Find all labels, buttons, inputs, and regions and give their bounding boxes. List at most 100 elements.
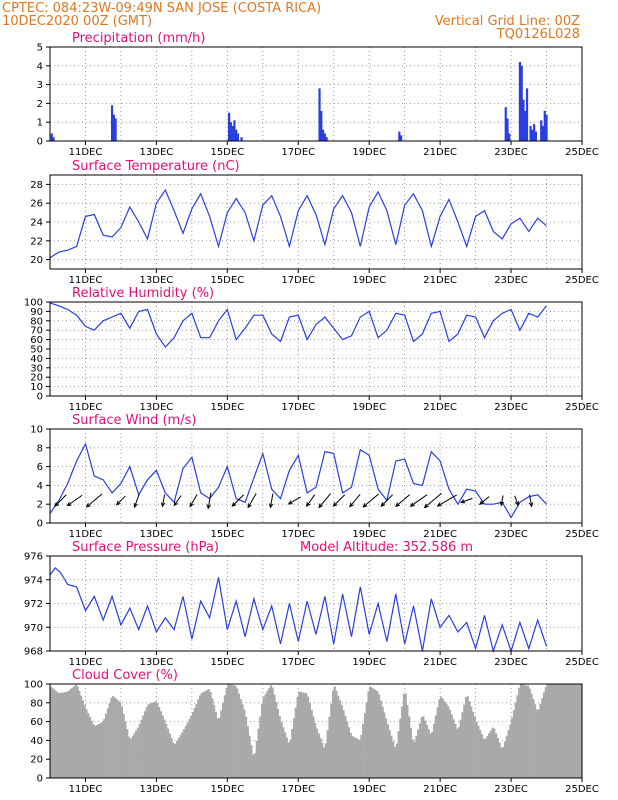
panel-precip: 0 1 2 3 4 5 11DEC 13DEC 15DEC 17DEC 19DEC 21DEC 23DE… [37,31,599,158]
cloud-bar [473,717,476,778]
x-tick-label: 17DEC [281,657,315,668]
cloud-bar [378,694,381,778]
cloud-bar [154,701,157,778]
x-tick-label: 23DEC [494,275,528,286]
cloud-bar [236,688,239,778]
cloud-bar [179,735,182,778]
cloud-bar [214,711,217,778]
wind-arrow [287,496,302,505]
cloud-bar [275,701,278,778]
cloud-bar [523,684,526,778]
cloud-bar [305,693,308,778]
cloud-bar [310,709,313,778]
cloud-bar [269,685,272,778]
y-tick-label: 974 [24,575,43,586]
wind-arrow-shaft [306,494,316,507]
x-tick-label: 23DEC [494,657,528,668]
cloud-bar [152,702,155,778]
cloud-bar [76,686,79,778]
wind-arrow [160,494,166,508]
cloud-bar [406,704,409,778]
cloud-bar [519,684,523,778]
cloud-bar [546,684,549,778]
wind-arrow-shaft [247,493,257,508]
cloud-bar [511,717,514,778]
cloud-bar [337,695,340,778]
wind-arrow-shaft [349,493,361,507]
cloud-bar [222,702,225,778]
cloud-bar [542,692,546,778]
cloud-bar [512,710,515,778]
cloud-bar [301,692,304,778]
x-tick-label: 11DEC [69,657,103,668]
wind-arrow [436,494,458,507]
cloud-bar [509,724,512,778]
cloud-bar [349,732,352,778]
x-tick-label: 11DEC [69,529,103,540]
cloud-bar [229,684,232,778]
panel-pres: 968 970 972 974 976 11DEC 13DEC 15DEC 17DEC 19DEC… [24,540,599,668]
cloud-bar [385,718,388,778]
cloud-bar [128,736,131,778]
cloud-bar [319,738,322,778]
cloud-bar [335,691,338,778]
cloud-bar [253,753,257,778]
panel-title: Surface Wind (m/s) [72,413,196,428]
cloud-bar [516,695,519,778]
cloud-bar [273,694,276,778]
wind-arrow-head [231,502,237,507]
wind-arrow [247,493,257,509]
cloud-bar [149,703,152,778]
cloud-bar [566,684,569,778]
wind-arrow-head [173,501,178,507]
cloud-bar [351,736,354,778]
y-tick-label: 5 [37,43,43,54]
cloud-bar [392,741,395,778]
wind-arrow-shaft [380,494,393,507]
cloud-bar [50,686,53,778]
wind-arrow-head [206,504,211,510]
precip-bar [534,131,537,141]
cloud-bar [482,738,485,778]
panel-frame [49,555,583,652]
panel-temp: 20 22 24 26 28 11DEC 13DEC 15DEC 17DEC 19DEC 21DEC… [30,159,599,286]
cloud-bar [502,746,505,778]
cloud-bar [108,703,111,778]
cloud-bar [507,730,510,778]
cloud-bar [89,716,92,778]
wind-arrow [380,494,393,507]
cloud-bar [177,738,180,778]
precip-bar [529,125,532,141]
cloud-bar [346,721,349,778]
cloud-bar [78,691,81,778]
cloud-bar [550,684,553,778]
cloud-bar [138,724,141,778]
cloud-bar [422,716,425,778]
y-tick-label: 0 [37,519,43,530]
precip-bar [235,129,238,141]
wind-arrow [66,494,83,507]
cloud-bar [307,696,310,778]
cloud-bar [558,684,562,778]
cloud-bar [186,722,189,778]
wind-arrow-head [54,502,59,507]
cloud-bar [184,725,187,778]
wind-arrow-head [115,500,121,506]
cloud-bar [441,698,444,778]
cloud-bar [344,715,347,778]
x-tick-label: 25DEC [565,529,599,540]
panel-frame [49,174,583,270]
panel-frame [49,46,583,142]
cloud-bar [206,690,209,778]
header-location: CPTEC: 084:23W-09:49N SAN JOSE (COSTA RI… [2,1,321,16]
panel-title: Surface Temperature (nC) [72,159,240,174]
cloud-bar [294,707,297,778]
cloud-bar [376,690,379,778]
wind-arrow-shaft [479,496,490,505]
cloud-bar [429,733,432,778]
x-tick-label: 13DEC [140,402,174,413]
y-tick-label: 80 [30,316,43,327]
cloud-bar [250,745,253,778]
cloud-bar [326,730,329,778]
cloud-bar [454,723,457,778]
